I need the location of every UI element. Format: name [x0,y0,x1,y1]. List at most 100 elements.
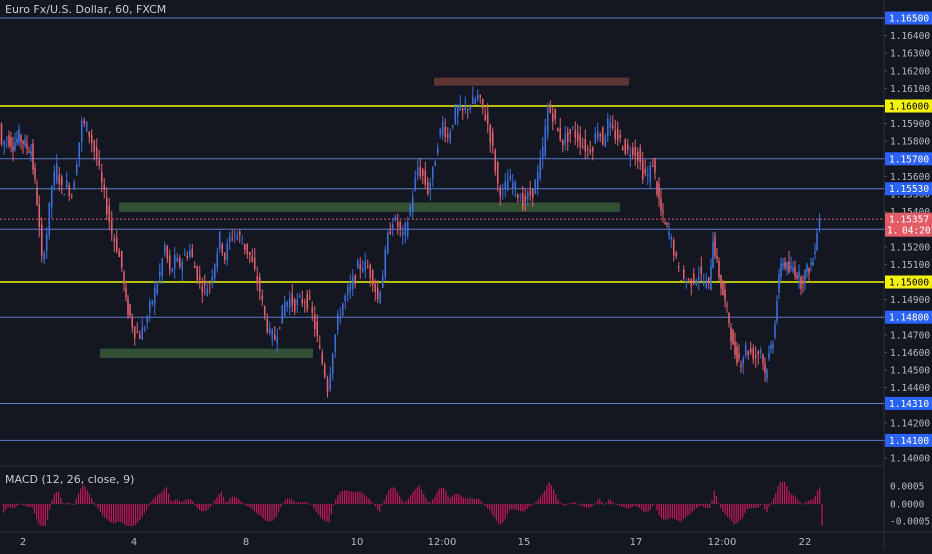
macd-bar [73,504,75,505]
candle-body [334,334,337,352]
macd-bar [293,501,295,504]
macd-bar [693,504,695,511]
macd-bar [597,500,599,504]
candle-body [554,109,557,120]
macd-bar [187,499,189,504]
candle-body [431,166,434,179]
macd-bar [405,501,407,504]
support-zone[interactable] [119,202,620,212]
macd-bar [25,504,27,507]
macd-bar [764,504,766,510]
macd-bar [385,494,387,504]
line-price-tag[interactable] [885,99,932,113]
macd-bar [247,504,249,507]
candle-body [764,363,766,374]
candle-body [359,263,362,270]
candle-body [118,251,121,257]
macd-bar [372,503,374,505]
candle-body [574,130,577,138]
macd-bar [610,499,612,504]
candle-body [409,206,412,216]
candle-body [732,329,734,345]
macd-indicator-label[interactable]: MACD (12, 26, close, 9) [5,473,135,486]
macd-bar [218,494,220,504]
candle-body [544,126,547,156]
macd-bar [570,502,572,504]
macd-bar [434,496,436,504]
macd-bar [766,504,768,513]
macd-bar [216,497,218,504]
candle-body [308,297,311,299]
candle-body [68,185,71,196]
macd-bar [88,494,90,504]
macd-bar [86,490,88,504]
macd-bar [333,504,335,506]
line-price-tag[interactable] [885,310,932,324]
candle-body [271,330,274,339]
price-tags-layer: 1.165001.160001.157001.155301.153001.150… [885,11,932,447]
macd-bar [150,502,152,504]
candle-body [695,280,698,285]
macd-bar [370,501,372,504]
macd-bar [416,487,418,504]
time-axis-label: 12:00 [708,537,737,548]
line-price-tag[interactable] [885,11,932,25]
candle-body [631,147,634,156]
macd-bar [80,488,82,504]
candle-body [519,200,522,202]
line-price-tag[interactable] [885,182,932,196]
macd-bar [502,504,504,523]
macd-bar [737,504,739,522]
candle-body [318,345,321,349]
line-price-tag[interactable] [885,275,932,289]
candle-body [526,192,529,200]
macd-bar [786,486,788,504]
macd-bar [674,504,676,520]
candle-body [131,317,134,328]
candle-body [446,134,449,138]
current-price-tag[interactable] [885,212,932,226]
candle-body [658,183,660,199]
candle-body [246,243,249,254]
candle-body [193,266,196,269]
macd-bar [553,489,555,504]
candle-body [133,326,136,338]
macd-bar [53,493,55,504]
candle-body [549,104,552,113]
candle-body [191,249,194,257]
candle-body [531,189,534,198]
macd-bar [139,504,141,521]
symbol-title[interactable]: Euro Fx/U.S. Dollar, 60, FXCM [5,3,167,16]
macd-bar [715,495,717,504]
price-axis-layer: 1.16500 1.16400 1.16300 1.16200 1.16100 1.160… [884,14,930,528]
candle-body [539,157,542,179]
candle-body [479,95,482,98]
candle-body [776,301,778,322]
line-price-tag[interactable] [885,396,932,410]
macd-bar [537,499,539,504]
candle-body [516,194,519,198]
macd-bar [49,504,51,510]
support-zone[interactable] [100,348,313,358]
macd-bar [390,487,392,504]
line-price-tag[interactable] [885,152,932,166]
candle-body [48,202,51,237]
macd-bar [548,482,550,504]
macd-bar [291,499,293,504]
macd-bar [656,504,658,511]
candle-body [581,146,584,148]
candle-body [651,165,654,167]
macd-bar [669,504,671,519]
macd-bar [445,490,447,504]
time-axis-label: 15 [518,537,531,548]
macd-bar [289,498,291,504]
macd-bar [775,493,777,504]
macd-bar [731,504,733,522]
line-price-tag[interactable] [885,433,932,447]
candle-body [439,128,442,135]
macd-bar [394,488,396,504]
macd-bar [256,504,258,514]
resistance-zone[interactable] [434,77,629,86]
